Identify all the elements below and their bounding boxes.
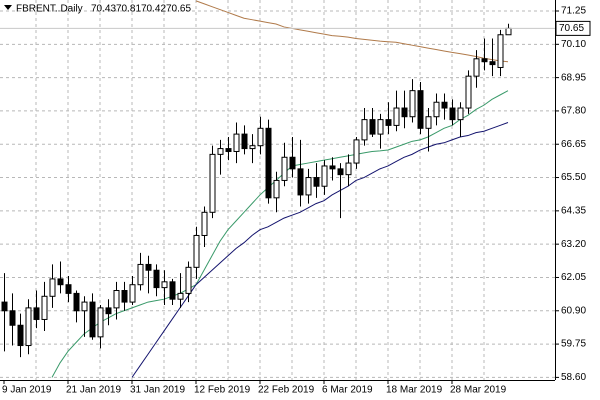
header-close: 70.65 — [166, 4, 191, 15]
symbol: FBRENT..Daily — [16, 4, 83, 15]
ma-line — [51, 90, 509, 378]
y-tick-label: 58.60 — [561, 372, 586, 383]
candle-body — [497, 34, 504, 68]
x-tick-label: 22 Feb 2019 — [258, 385, 315, 396]
candle-body — [185, 266, 192, 294]
candle-body — [313, 177, 320, 187]
candle-body — [169, 281, 176, 300]
candle-body — [401, 107, 408, 118]
price-label: 70.65 — [559, 23, 584, 34]
candle-body — [105, 307, 112, 315]
candle-body — [417, 90, 424, 129]
x-tick-label: 21 Jan 2019 — [66, 385, 121, 396]
y-tick-label: 67.80 — [561, 106, 586, 117]
candle-body — [353, 139, 360, 164]
header: FBRENT..Daily 70.43 70.81 70.42 70.65 — [16, 4, 191, 15]
candle-body — [257, 127, 264, 147]
candle-body — [153, 269, 160, 289]
candle-body — [113, 290, 120, 309]
candle-body — [441, 101, 448, 109]
candle-body — [505, 27, 512, 36]
candle-body — [209, 153, 216, 213]
candle-body — [25, 307, 32, 347]
header-high: 70.81 — [116, 4, 141, 15]
candle-body — [145, 263, 152, 271]
candle-body — [465, 75, 472, 109]
candle-body — [193, 234, 200, 268]
candle-body — [217, 148, 224, 155]
candle-body — [481, 58, 488, 63]
y-tick-label: 62.05 — [561, 272, 586, 283]
y-tick-label: 68.95 — [561, 72, 586, 83]
x-tick-label: 6 Mar 2019 — [322, 385, 373, 396]
x-tick-label: 18 Mar 2019 — [386, 385, 443, 396]
y-tick-label: 65.50 — [561, 172, 586, 183]
candle-body — [89, 301, 96, 338]
candle-body — [249, 145, 256, 150]
candle-body — [57, 278, 64, 286]
candle-body — [393, 107, 400, 126]
candle-body — [377, 119, 384, 135]
y-tick-label: 71.25 — [561, 6, 586, 17]
candle-body — [41, 295, 48, 320]
candle-body — [369, 119, 376, 135]
y-tick-label: 64.35 — [561, 205, 586, 216]
candle-body — [17, 324, 24, 347]
candle-body — [425, 116, 432, 129]
ma-line — [131, 122, 509, 378]
candle-body — [489, 61, 496, 66]
header-low: 70.42 — [141, 4, 166, 15]
ma-line — [195, 0, 509, 63]
candle-body — [241, 133, 248, 150]
candle-body — [137, 263, 144, 286]
candle-body — [273, 179, 280, 199]
candle-body — [201, 211, 208, 236]
candle-body — [385, 119, 392, 126]
candle-body — [33, 307, 40, 320]
y-tick-label: 60.90 — [561, 305, 586, 316]
price-box — [555, 20, 591, 36]
candle-body — [81, 301, 88, 312]
y-tick-label: 59.75 — [561, 339, 586, 350]
x-tick-label: 12 Feb 2019 — [194, 385, 251, 396]
x-tick-label: 28 Mar 2019 — [450, 385, 507, 396]
candle-body — [321, 165, 328, 187]
y-tick-label: 66.65 — [561, 139, 586, 150]
candle-body — [473, 58, 480, 77]
candle-body — [457, 107, 464, 121]
candle-body — [233, 133, 240, 152]
candle-body — [177, 292, 184, 300]
candle-body — [97, 307, 104, 338]
candle-body — [337, 168, 344, 176]
candle-body — [289, 156, 296, 170]
candle-body — [449, 107, 456, 121]
candle-body — [73, 292, 80, 312]
candle-body — [281, 156, 288, 181]
plot-area — [0, 0, 555, 380]
y-tick-label: 70.10 — [561, 39, 586, 50]
candle-body — [9, 310, 16, 326]
candle-body — [305, 177, 312, 196]
candle-body — [161, 281, 168, 289]
x-tick-label: 31 Jan 2019 — [130, 385, 185, 396]
candle-body — [225, 148, 232, 152]
candle-body — [129, 284, 136, 303]
candle-body — [433, 101, 440, 118]
y-tick-label: 63.20 — [561, 239, 586, 250]
candle-body — [1, 301, 8, 312]
candle-body — [345, 162, 352, 176]
candle-body — [265, 127, 272, 199]
header-open: 70.43 — [91, 4, 116, 15]
x-tick-label: 9 Jan 2019 — [2, 385, 52, 396]
candle-body — [121, 290, 128, 303]
candle-body — [361, 119, 368, 141]
candle-body — [297, 168, 304, 196]
candle-body — [49, 278, 56, 297]
candle-body — [65, 284, 72, 294]
header-icon — [4, 5, 12, 10]
candle-body — [329, 165, 336, 170]
candle-body — [409, 90, 416, 118]
